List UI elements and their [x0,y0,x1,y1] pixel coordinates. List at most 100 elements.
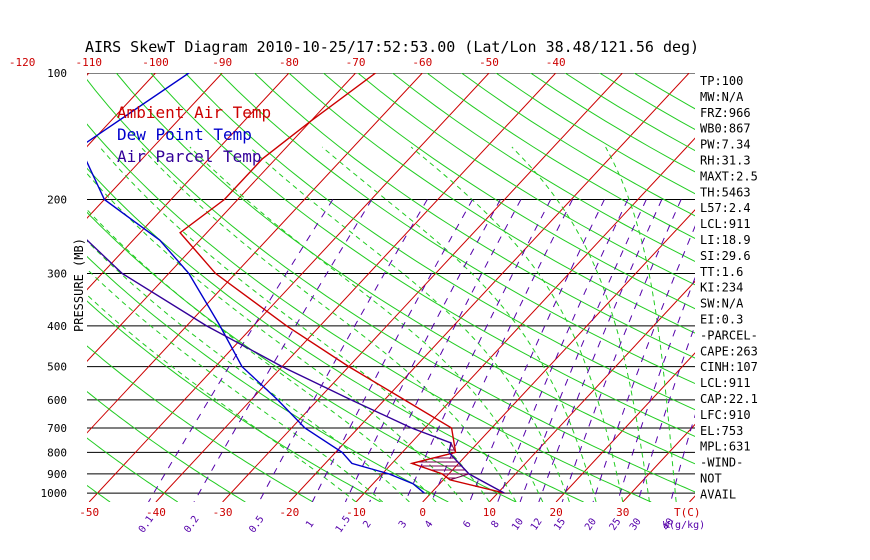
top-temp-tick-label: -90 [212,56,232,69]
mixing-ratio-line [369,199,522,502]
dry-adiabat-line [184,73,695,411]
moist-adiabat-line [249,146,570,502]
mixing-ratio-line [311,199,473,502]
moist-adiabat-line [87,172,464,502]
index-value: LCL:911 [700,217,751,231]
top-temp-tick-label: -40 [546,56,566,69]
index-value: PW:7.34 [700,138,751,152]
bottom-temp-tick-label: -30 [213,506,233,519]
series-line [87,73,425,494]
dry-adiabat-line [87,390,246,502]
isotherm-line [0,73,22,502]
mixing-ratio-tick-label: 30 [628,516,644,532]
index-value: MAXT:2.5 [700,169,758,183]
mixing-ratio-tick-label: 0.2 [182,514,201,535]
dry-adiabat-line [87,255,449,502]
pressure-tick-label: 200 [47,193,67,206]
mixing-ratio-line [193,199,373,502]
mixing-ratio-line [430,199,573,502]
pressure-tick-label: 700 [47,422,67,435]
mixing-ratio-line [469,199,605,502]
index-value: AVAIL [700,487,736,501]
isotherm-line [288,73,690,502]
index-value: -WIND- [700,456,743,470]
moist-adiabat-line [87,294,357,502]
dry-adiabat-line [87,437,179,502]
index-value: RH:31.3 [700,154,751,168]
dry-adiabat-line [87,123,652,502]
mixing-ratio-line [258,199,428,502]
mixing-ratio-line [617,276,695,502]
top-temp-tick-label: -100 [142,56,169,69]
mixing-ratio-line [538,199,663,502]
pressure-tick-label: 800 [47,446,67,459]
dry-adiabat-line [323,73,695,310]
index-value: TH:5463 [700,185,751,199]
isotherm-line [87,73,423,434]
isotherm-line [422,209,695,502]
index-value: EL:753 [700,424,743,438]
isotherm-line [87,73,356,362]
isotherm-line [87,73,290,291]
dry-adiabat-line [219,73,695,385]
index-value: FRZ:966 [700,106,751,120]
top-temp-tick-label: -120 [9,56,36,69]
index-value: LCL:911 [700,376,751,390]
top-temp-tick-label: -60 [412,56,432,69]
index-value: LI:18.9 [700,233,751,247]
mixing-ratio-tick-label: 6 [461,519,473,530]
mixing-ratio-tick-label: 0.5 [247,514,266,535]
isotherm-line [87,73,156,148]
isotherm-line [756,73,870,502]
moist-adiabat-line [140,146,517,502]
legend-entry: Air Parcel Temp [117,147,262,166]
mixing-ratio-tick-label: 12 [529,516,545,532]
moist-adiabat-line [605,146,677,502]
top-temp-tick-label: -70 [346,56,366,69]
index-value: EI:0.3 [700,313,743,327]
bottom-temp-tick-label: 20 [549,506,562,519]
pressure-tick-label: 100 [47,67,67,80]
dry-adiabat-line [392,73,695,262]
moist-adiabat-line [189,146,544,502]
mixing-ratio-tick-label: 4 [423,519,435,530]
bottom-temp-tick-label: -10 [346,506,366,519]
mixing-ratio-line [561,199,682,502]
index-value: -PARCEL- [700,328,758,342]
y-axis-label: PRESSURE (MB) [72,238,86,332]
moist-adiabat-line [87,240,410,502]
index-value: CAPE:263 [700,344,758,358]
index-value: MPL:631 [700,440,751,454]
top-temp-tick-label: -50 [479,56,499,69]
index-value: TP:100 [700,74,743,88]
moist-adiabat-line [99,146,490,502]
series-line [87,239,505,494]
index-value: NOT [700,472,722,486]
index-value: SI:29.6 [700,249,751,263]
dry-adiabat-line [87,78,695,493]
mixing-ratio-tick-label: 2 [361,519,373,530]
pressure-tick-label: 500 [47,361,67,374]
dry-adiabat-line [288,73,695,334]
mixing-ratio-unit: W(g/kg) [663,520,705,531]
chart-title: AIRS SkewT Diagram 2010-10-25/17:52:53.0… [85,38,699,56]
mixing-ratio-tick-label: 8 [489,519,501,530]
index-value: CAP:22.1 [700,392,758,406]
dry-adiabat-line [150,73,695,437]
mixing-ratio-line [519,199,647,502]
isotherm-line [489,280,695,502]
top-temp-tick-label: -80 [279,56,299,69]
bottom-axis-unit: T(C) [674,506,701,519]
isotherm-line [222,73,623,502]
mixing-ratio-line [497,199,629,502]
dry-adiabat-line [87,167,584,502]
bottom-temp-tick-label: -40 [146,506,166,519]
bottom-temp-tick-label: 0 [419,506,426,519]
moist-adiabat-line [321,146,597,502]
legend-entry: Ambient Air Temp [117,103,271,122]
index-value: L57:2.4 [700,201,751,215]
isotherm-line [622,423,695,502]
pressure-tick-label: 300 [47,267,67,280]
isotherm-line [555,352,695,502]
index-value: MW:N/A [700,90,744,104]
